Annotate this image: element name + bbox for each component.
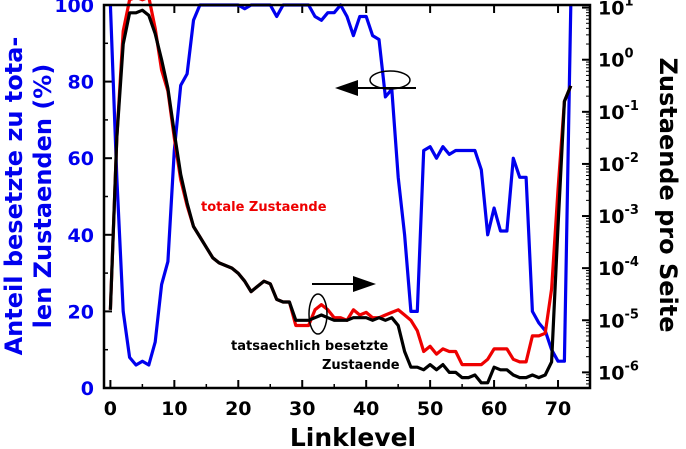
y-right-axis-title: Zustaende pro Seite	[654, 57, 682, 332]
series-line-blue	[108, 3, 573, 367]
x-tick-label: 60	[481, 398, 507, 420]
left-axis-pointer	[335, 70, 416, 96]
y-left-tick-label: 100	[54, 0, 94, 17]
x-tick-label: 70	[545, 398, 571, 420]
plot-frame	[102, 3, 592, 390]
y-right-tick-label: 10-2	[598, 151, 639, 176]
x-tick-label: 50	[417, 398, 443, 420]
x-tick-label: 40	[353, 398, 379, 420]
y-right-tick-label: 101	[598, 0, 634, 20]
tick-marks	[104, 4, 590, 389]
series-layer	[108, 0, 573, 385]
x-tick-label: 0	[104, 398, 117, 420]
red-series-label: totale Zustaende	[201, 200, 327, 215]
y-left-tick-label: 80	[68, 72, 94, 94]
black-series-label-line-2: Zustaende	[322, 358, 400, 373]
y-left-tick-label: 40	[68, 225, 94, 247]
x-tick-label: 30	[289, 398, 315, 420]
y-right-tick-label: 100	[598, 47, 634, 72]
y-right-tick-label: 10-5	[598, 307, 639, 332]
black-series-label-line-1: tatsaechlich besetzte	[231, 339, 389, 354]
x-tick-labels: 0 10 20 30 40 50 60 70	[104, 398, 571, 420]
right-axis-pointer	[308, 276, 376, 335]
y-right-tick-label: 10-4	[598, 255, 639, 280]
y-left-title-line-2: len Zustaenden (%)	[29, 64, 57, 329]
left-pointer-loop	[369, 70, 411, 90]
y-left-tick-label: 0	[81, 378, 94, 400]
y-left-title-line-1: Anteil besetzte zu tota-	[0, 37, 28, 356]
y-left-tick-label: 60	[68, 148, 94, 170]
right-pointer-loop	[308, 293, 328, 335]
y-left-tick-labels: 0 20 40 60 80 100	[54, 0, 94, 400]
x-tick-label: 10	[161, 398, 187, 420]
right-arrow-icon	[353, 276, 376, 292]
y-right-tick-label: 10-6	[598, 359, 639, 384]
x-axis-title: Linklevel	[290, 423, 416, 449]
y-right-tick-label: 10-1	[598, 99, 639, 124]
y-right-tick-label: 10-3	[598, 203, 639, 228]
series-line-red	[108, 0, 573, 367]
x-tick-label: 20	[225, 398, 251, 420]
y-left-axis-title: Anteil besetzte zu tota- len Zustaenden …	[0, 37, 57, 356]
y-left-tick-label: 20	[68, 301, 94, 323]
y-right-tick-labels: 101 100 10-1 10-2 10-3 10-4 10-5 10-6	[598, 0, 639, 384]
left-arrow-icon	[335, 80, 358, 96]
series-line-black	[108, 8, 573, 385]
